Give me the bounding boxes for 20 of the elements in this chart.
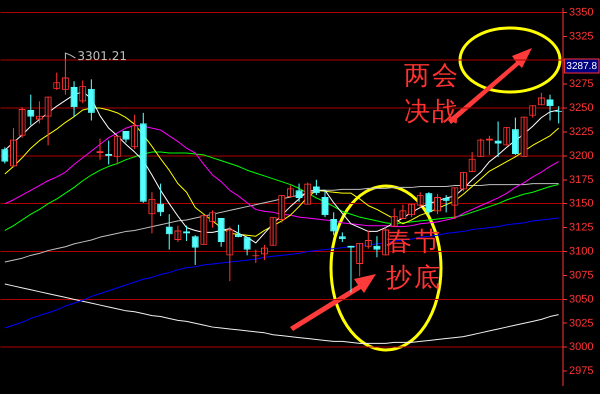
y-tick-label: 3225 xyxy=(569,126,594,138)
y-tick-label: 2975 xyxy=(569,365,594,378)
y-tick-label: 3350 xyxy=(569,6,594,18)
candlestick xyxy=(442,195,450,212)
candlestick xyxy=(338,232,346,242)
y-tick-label: 3025 xyxy=(569,317,594,330)
annotation: 3301.21 xyxy=(77,49,128,64)
y-tick-label: 3250 xyxy=(569,102,594,114)
y-tick-label: 3275 xyxy=(569,78,594,90)
y-tick-label: 3200 xyxy=(569,150,594,162)
y-tick-label: 3100 xyxy=(569,246,594,258)
y-tick-label: 3050 xyxy=(569,293,594,306)
y-tick-label: 3175 xyxy=(569,174,594,186)
y-tick-label: 3150 xyxy=(569,198,594,210)
text: 3287.8 xyxy=(566,60,598,72)
y-tick-label: 3075 xyxy=(569,269,594,282)
y-tick-label: 3325 xyxy=(569,30,594,42)
candlestick xyxy=(494,121,502,157)
y-tick-label: 3125 xyxy=(569,222,594,234)
y-tick-label: 3000 xyxy=(569,341,594,354)
